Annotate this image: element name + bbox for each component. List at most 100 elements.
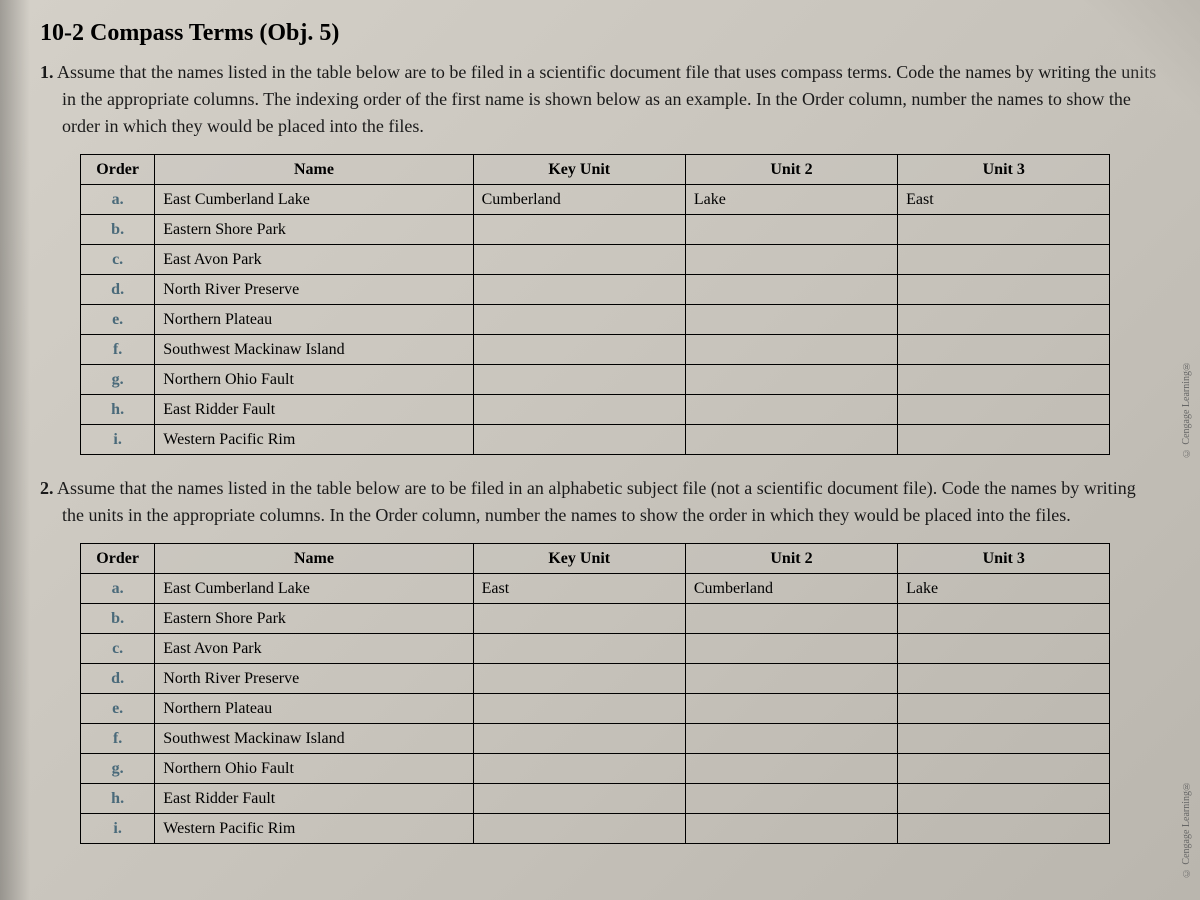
header-keyunit: Key Unit <box>473 544 685 574</box>
header-unit3: Unit 3 <box>898 155 1110 185</box>
row-unit2 <box>685 784 897 814</box>
row-unit3 <box>898 215 1110 245</box>
row-unit2 <box>685 275 897 305</box>
row-keyunit <box>473 784 685 814</box>
table-row: i.Western Pacific Rim <box>81 814 1110 844</box>
table-1: Order Name Key Unit Unit 2 Unit 3 a.East… <box>80 154 1110 455</box>
row-name: Southwest Mackinaw Island <box>155 335 473 365</box>
row-keyunit <box>473 724 685 754</box>
table-row: h.East Ridder Fault <box>81 395 1110 425</box>
row-unit3 <box>898 664 1110 694</box>
table-row: c.East Avon Park <box>81 634 1110 664</box>
table-row: a.East Cumberland LakeEastCumberlandLake <box>81 574 1110 604</box>
row-letter: c. <box>81 245 155 275</box>
row-unit2 <box>685 724 897 754</box>
row-keyunit <box>473 365 685 395</box>
row-keyunit <box>473 245 685 275</box>
row-unit2: Cumberland <box>685 574 897 604</box>
header-name: Name <box>155 155 473 185</box>
table-row: d.North River Preserve <box>81 664 1110 694</box>
table-row: e.Northern Plateau <box>81 694 1110 724</box>
row-letter: d. <box>81 275 155 305</box>
row-unit3 <box>898 335 1110 365</box>
row-letter: a. <box>81 574 155 604</box>
table-row: g.Northern Ohio Fault <box>81 754 1110 784</box>
header-order: Order <box>81 155 155 185</box>
table-row: g.Northern Ohio Fault <box>81 365 1110 395</box>
row-unit3 <box>898 694 1110 724</box>
table-2-header-row: Order Name Key Unit Unit 2 Unit 3 <box>81 544 1110 574</box>
row-unit3 <box>898 245 1110 275</box>
row-unit2 <box>685 395 897 425</box>
row-letter: b. <box>81 215 155 245</box>
row-unit2 <box>685 814 897 844</box>
question-2-text: 2. Assume that the names listed in the t… <box>40 475 1160 529</box>
row-keyunit <box>473 664 685 694</box>
row-name: Southwest Mackinaw Island <box>155 724 473 754</box>
row-name: Western Pacific Rim <box>155 425 473 455</box>
row-name: Western Pacific Rim <box>155 814 473 844</box>
row-letter: h. <box>81 395 155 425</box>
row-unit3 <box>898 814 1110 844</box>
question-2-block: 2. Assume that the names listed in the t… <box>40 475 1160 844</box>
row-unit3 <box>898 275 1110 305</box>
row-unit2 <box>685 245 897 275</box>
row-unit2 <box>685 634 897 664</box>
row-keyunit <box>473 814 685 844</box>
row-unit3: Lake <box>898 574 1110 604</box>
row-unit2: Lake <box>685 185 897 215</box>
copyright-1: © Cengage Learning® <box>1181 360 1192 458</box>
question-1-block: 1. Assume that the names listed in the t… <box>40 59 1160 455</box>
table-row: b.Eastern Shore Park <box>81 215 1110 245</box>
row-letter: f. <box>81 724 155 754</box>
table-row: e.Northern Plateau <box>81 305 1110 335</box>
header-unit2: Unit 2 <box>685 155 897 185</box>
header-unit3: Unit 3 <box>898 544 1110 574</box>
row-unit3 <box>898 305 1110 335</box>
row-name: East Cumberland Lake <box>155 574 473 604</box>
row-keyunit <box>473 215 685 245</box>
row-unit3 <box>898 754 1110 784</box>
row-letter: g. <box>81 754 155 784</box>
table-row: f.Southwest Mackinaw Island <box>81 335 1110 365</box>
row-name: Northern Plateau <box>155 694 473 724</box>
row-name: East Cumberland Lake <box>155 185 473 215</box>
row-unit2 <box>685 694 897 724</box>
worksheet-page: 10-2 Compass Terms (Obj. 5) 1. Assume th… <box>40 20 1160 844</box>
row-keyunit <box>473 694 685 724</box>
row-letter: i. <box>81 425 155 455</box>
question-1-body: Assume that the names listed in the tabl… <box>57 62 1156 136</box>
table-row: b.Eastern Shore Park <box>81 604 1110 634</box>
question-1-text: 1. Assume that the names listed in the t… <box>40 59 1160 140</box>
row-letter: b. <box>81 604 155 634</box>
row-unit2 <box>685 754 897 784</box>
row-name: Northern Ohio Fault <box>155 365 473 395</box>
row-letter: a. <box>81 185 155 215</box>
row-unit3 <box>898 425 1110 455</box>
row-unit3 <box>898 784 1110 814</box>
row-unit3: East <box>898 185 1110 215</box>
row-keyunit <box>473 275 685 305</box>
row-name: Northern Plateau <box>155 305 473 335</box>
table-row: d.North River Preserve <box>81 275 1110 305</box>
row-name: Eastern Shore Park <box>155 215 473 245</box>
table-2: Order Name Key Unit Unit 2 Unit 3 a.East… <box>80 543 1110 844</box>
row-keyunit <box>473 604 685 634</box>
row-keyunit <box>473 395 685 425</box>
row-unit3 <box>898 395 1110 425</box>
row-name: North River Preserve <box>155 275 473 305</box>
row-letter: e. <box>81 694 155 724</box>
row-name: North River Preserve <box>155 664 473 694</box>
row-unit3 <box>898 724 1110 754</box>
table-row: f.Southwest Mackinaw Island <box>81 724 1110 754</box>
copyright-2: © Cengage Learning® <box>1181 780 1192 878</box>
row-unit2 <box>685 664 897 694</box>
row-letter: f. <box>81 335 155 365</box>
table-1-header-row: Order Name Key Unit Unit 2 Unit 3 <box>81 155 1110 185</box>
row-name: East Avon Park <box>155 245 473 275</box>
row-unit2 <box>685 305 897 335</box>
row-unit2 <box>685 215 897 245</box>
row-unit3 <box>898 365 1110 395</box>
row-unit2 <box>685 335 897 365</box>
row-letter: h. <box>81 784 155 814</box>
